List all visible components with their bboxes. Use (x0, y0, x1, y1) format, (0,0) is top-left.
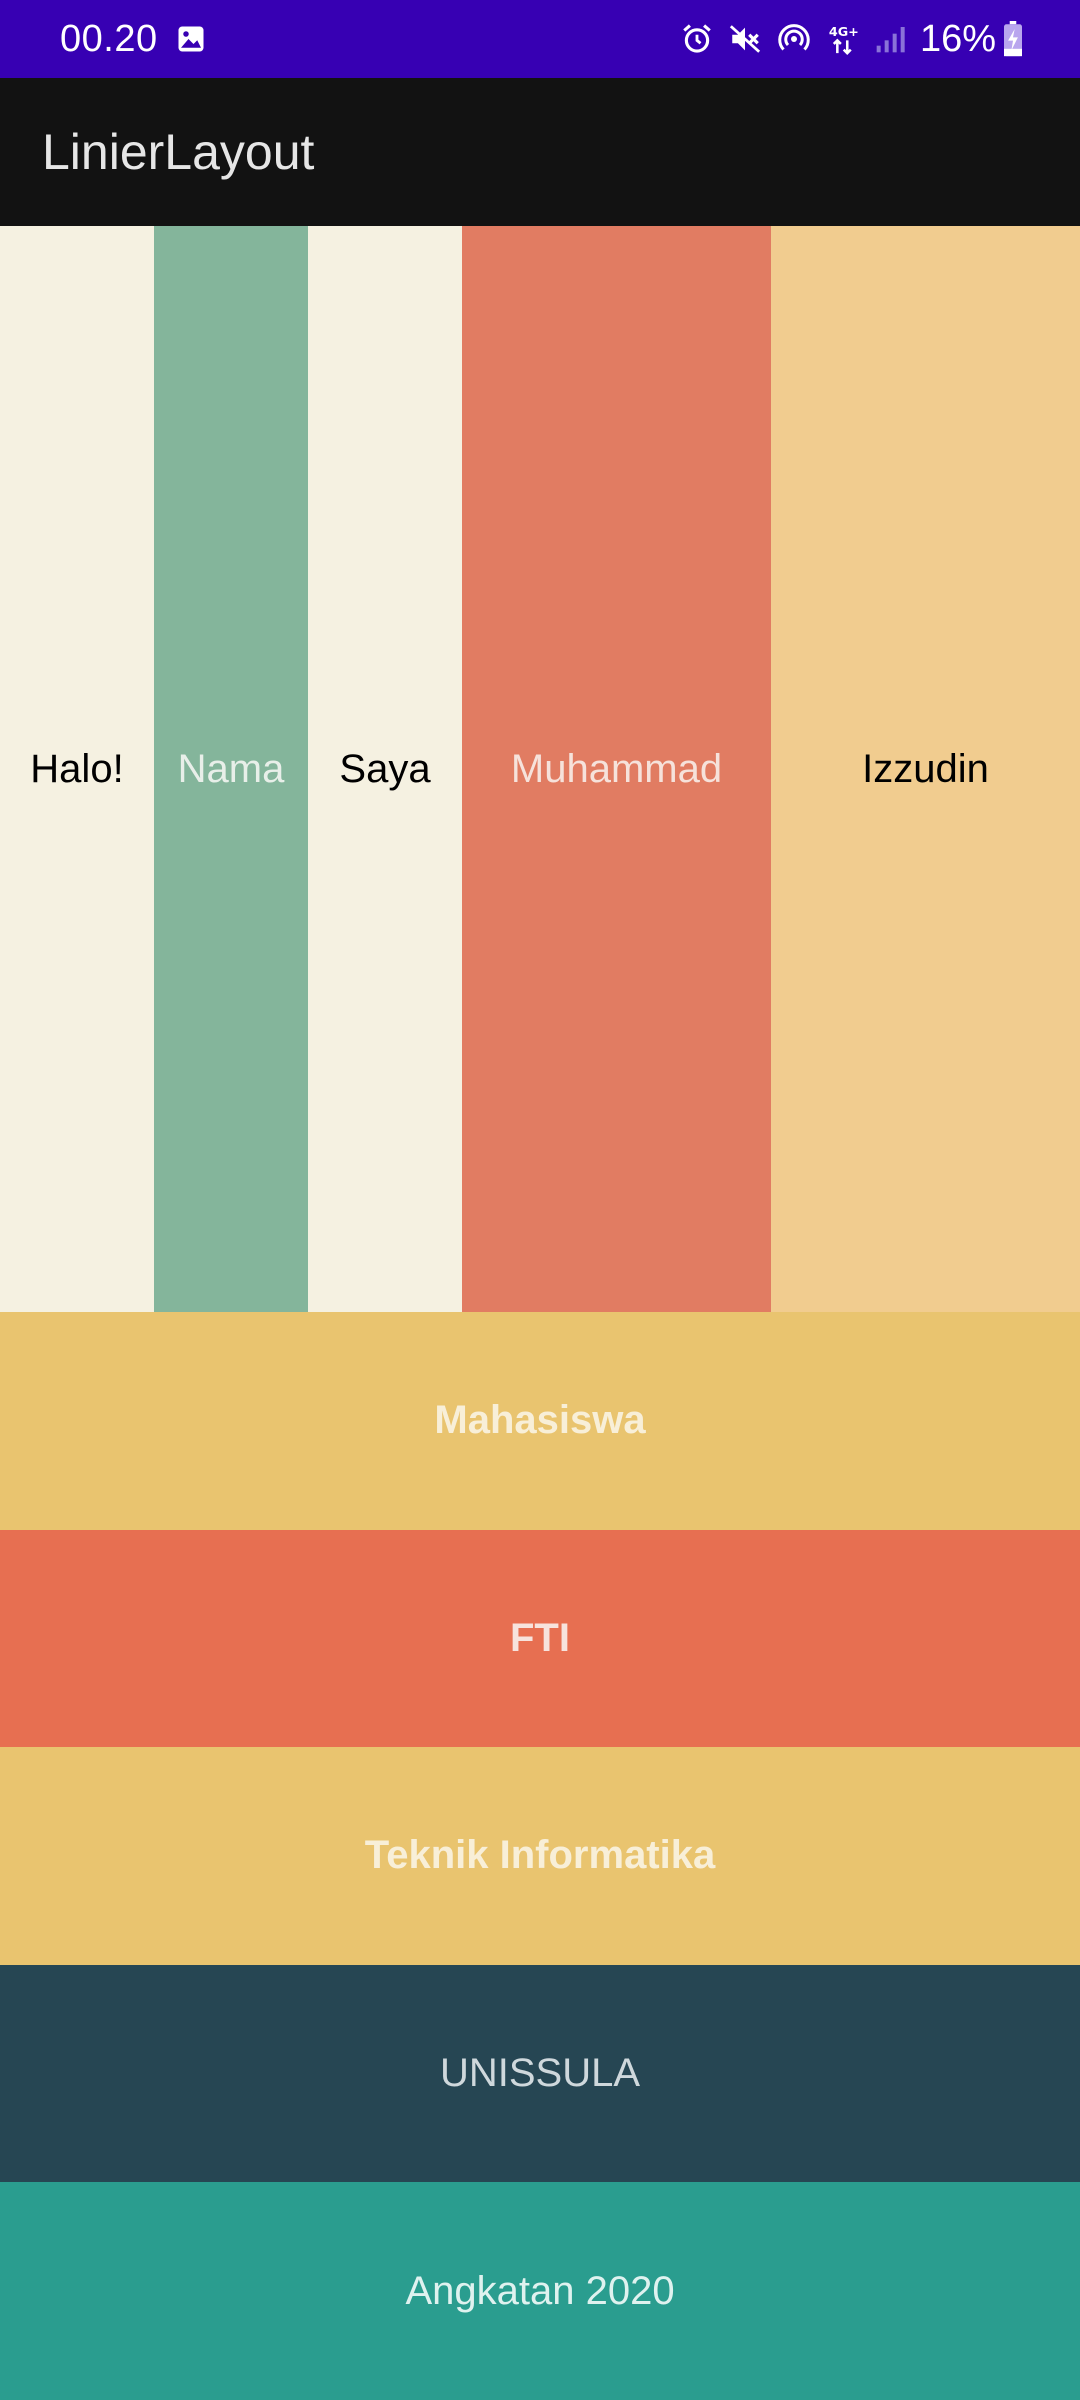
svg-text:4G+: 4G+ (829, 25, 859, 40)
status-bar-left: 00.20 (60, 18, 206, 61)
row-angkatan: Angkatan 2020 (0, 2182, 1080, 2400)
row-label: FTI (510, 1615, 570, 1660)
battery-percentage: 16% (919, 17, 996, 60)
row-label: Angkatan 2020 (405, 2268, 675, 2313)
hotspot-icon (778, 24, 810, 51)
app-bar: LinierLayout (0, 78, 1080, 226)
column-label: Muhammad (510, 746, 723, 791)
signal-icon (876, 27, 905, 53)
alarm-icon (683, 24, 711, 53)
column-label: Izzudin (862, 746, 989, 791)
column-halo: Halo! (0, 226, 154, 1312)
column-muhammad: Muhammad (462, 226, 771, 1312)
row-label: UNISSULA (439, 2051, 641, 2096)
battery-charging-icon (1004, 21, 1022, 57)
row-mahasiswa: Mahasiswa (0, 1312, 1080, 1530)
row-unissula: UNISSULA (0, 1964, 1080, 2183)
status-bar: 00.20 4G+ (0, 0, 1080, 78)
app-title: LinierLayout (42, 124, 315, 180)
row-label: Mahasiswa (434, 1398, 646, 1443)
network-4g-icon: 4G+ (829, 25, 859, 55)
column-label: Nama (177, 746, 285, 791)
column-saya: Saya (308, 226, 462, 1312)
mute-icon (729, 25, 761, 53)
row-fti: FTI (0, 1529, 1080, 1748)
horizontal-linear-layout: Halo! Nama Saya Muhammad Izzudin (0, 226, 1080, 1312)
status-bar-right: 4G+ 16% (666, 18, 1024, 61)
column-label: Halo! (30, 746, 124, 791)
vertical-linear-layout: Mahasiswa FTI Teknik Informatika UNISSUL… (0, 1312, 1080, 2400)
status-time: 00.20 (60, 17, 158, 60)
column-izzudin: Izzudin (771, 226, 1080, 1312)
column-label: Saya (339, 746, 431, 791)
gallery-icon (178, 26, 204, 52)
column-nama: Nama (154, 226, 308, 1312)
row-label: Teknik Informatika (364, 1833, 716, 1878)
row-teknik-informatika: Teknik Informatika (0, 1747, 1080, 1965)
